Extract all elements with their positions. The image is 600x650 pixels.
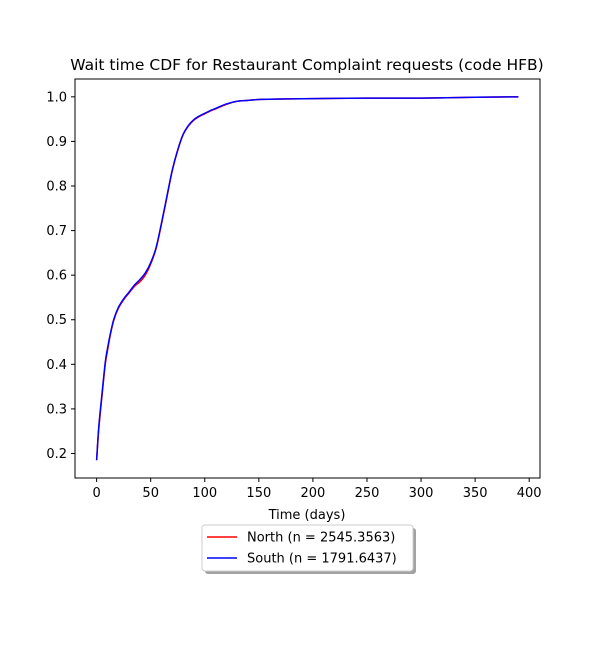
- legend-box: [201, 524, 414, 572]
- chart-title: Wait time CDF for Restaurant Complaint r…: [70, 56, 543, 74]
- x-tick-label: 150: [246, 486, 271, 501]
- x-axis-label: Time (days): [268, 508, 346, 523]
- x-tick-label: 200: [300, 486, 325, 501]
- x-tick-label: 350: [463, 486, 488, 501]
- y-tick-label: 0.3: [46, 402, 67, 417]
- y-tick-label: 0.7: [46, 224, 67, 239]
- series-line-south: [95, 96, 519, 461]
- y-tick-label: 0.9: [46, 135, 67, 150]
- x-tick-label: 100: [192, 486, 217, 501]
- plot-area: [74, 78, 541, 479]
- series-line-north: [95, 96, 519, 461]
- legend: North (n = 2545.3563) South (n = 1791.643…: [201, 524, 416, 574]
- x-tick-label: 250: [355, 486, 380, 501]
- x-tick-label: 50: [142, 486, 159, 501]
- y-tick-label: 0.6: [46, 269, 67, 284]
- x-tick-label: 300: [409, 486, 434, 501]
- plot-frame: [74, 78, 541, 479]
- x-tick-label: 400: [517, 486, 542, 501]
- y-axis: 0.2 0.3 0.4 0.5 0.6 0.7 0.8 0.9 1.0: [46, 90, 75, 462]
- series-group: [95, 96, 519, 461]
- y-tick-label: 0.5: [46, 313, 67, 328]
- legend-items: North (n = 2545.3563) South (n = 1791.643…: [207, 531, 397, 567]
- y-tick-label: 1.0: [46, 90, 67, 105]
- x-axis: 0 50 100 150 200 250 300 350 400: [92, 478, 542, 501]
- y-tick-label: 0.2: [46, 447, 67, 462]
- y-tick-label: 0.4: [46, 358, 67, 373]
- x-tick-label: 0: [92, 486, 100, 501]
- legend-label: South (n = 1791.6437): [247, 552, 397, 567]
- y-tick-label: 0.8: [46, 179, 67, 194]
- legend-label: North (n = 2545.3563): [247, 531, 395, 546]
